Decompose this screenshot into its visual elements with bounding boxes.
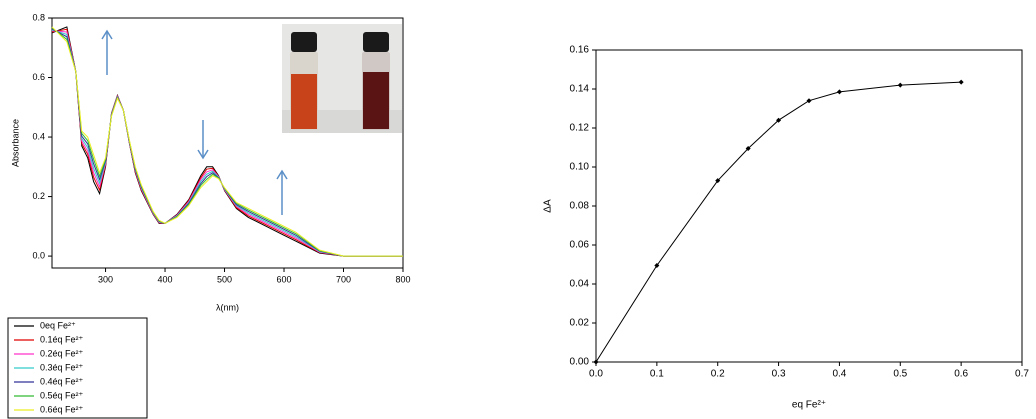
y-tick-label: 0.4 [32, 131, 45, 141]
y-tick-label: 0.2 [32, 191, 45, 201]
data-point [715, 178, 721, 184]
y-tick-label: 0.8 [32, 12, 45, 22]
inset-photo [282, 24, 402, 133]
y-tick-label: 0.08 [570, 201, 590, 212]
x-axis-label: eq Fe²⁺ [792, 400, 826, 411]
chart-panel: 0.00 0.02 0.04 0.06 0.08 0.10 0.12 0.14 0.16 0.0 0… [543, 45, 1030, 411]
x-tick-label: 800 [395, 274, 410, 284]
series-line [51, 29, 403, 257]
arrows [101, 29, 288, 215]
y-axis-label: ΔA [543, 199, 554, 213]
plot-frame [51, 17, 404, 269]
data-point [958, 79, 964, 85]
x-tick-label: 0.6 [954, 369, 968, 380]
x-tick-label: 0.0 [589, 369, 603, 380]
x-tick-label: 0.2 [711, 369, 725, 380]
legend-label: 0.3éq Fe²⁺ [40, 362, 84, 372]
y-tick-label: 0.6 [32, 72, 45, 82]
y-tick-label: 0.0 [32, 250, 45, 260]
chart-panel: 0.0 0.2 0.4 0.6 0.8 300 400 500 600 700 800 λ(nm) Ab… [7, 12, 411, 419]
y-tick-label: 0.00 [570, 357, 590, 368]
legend-label: 0.4éq Fe²⁺ [40, 376, 84, 386]
x-axis-label: λ(nm) [216, 302, 239, 312]
legend-label: 0.5éq Fe²⁺ [40, 390, 84, 400]
series-line [51, 28, 403, 257]
plot-frame [595, 49, 1023, 363]
x-tick-label: 600 [277, 274, 292, 284]
series-line [595, 81, 962, 363]
x-tick-label: 400 [158, 274, 173, 284]
series-line [51, 26, 403, 257]
x-tick-label: 0.1 [650, 369, 664, 380]
data-point [745, 145, 751, 151]
y-tick-label: 0.02 [570, 318, 590, 329]
y-tick-label: 0.14 [570, 84, 590, 95]
x-tick-label: 0.7 [1015, 369, 1029, 380]
data-point [593, 359, 599, 365]
series-line [51, 27, 403, 257]
y-tick-label: 0.12 [570, 123, 590, 134]
data-point [806, 98, 812, 104]
y-tick-label: 0.10 [570, 162, 590, 173]
legend-label: 0eq Fe²⁺ [40, 320, 76, 330]
data-point [836, 89, 842, 95]
legend-label: 0.6éq Fe²⁺ [40, 404, 84, 414]
x-tick-label: 700 [336, 274, 351, 284]
x-tick-label: 500 [217, 274, 232, 284]
x-tick-label: 0.4 [832, 369, 846, 380]
legend-label: 0.2éq Fe²⁺ [40, 348, 84, 358]
x-tick-label: 300 [98, 274, 113, 284]
data-point [776, 117, 782, 123]
data-point [897, 82, 903, 88]
data-point [654, 262, 660, 268]
x-tick-label: 0.5 [893, 369, 907, 380]
y-tick-label: 0.16 [570, 45, 590, 56]
legend-label: 0.1éq Fe²⁺ [40, 334, 84, 344]
y-tick-label: 0.04 [570, 279, 590, 290]
y-axis-label: Absorbance [10, 119, 20, 167]
y-tick-label: 0.06 [570, 240, 590, 251]
x-tick-label: 0.3 [772, 369, 786, 380]
